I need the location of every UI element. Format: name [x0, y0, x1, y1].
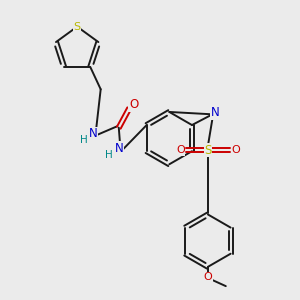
- Text: S: S: [74, 22, 81, 32]
- Text: H: H: [105, 150, 113, 160]
- Text: H: H: [80, 135, 88, 145]
- Text: S: S: [204, 143, 211, 157]
- Text: O: O: [176, 145, 185, 155]
- Text: O: O: [231, 145, 240, 155]
- Text: O: O: [204, 272, 212, 282]
- Text: N: N: [114, 142, 123, 155]
- Text: O: O: [129, 98, 138, 111]
- Text: N: N: [89, 127, 98, 140]
- Text: N: N: [210, 106, 219, 119]
